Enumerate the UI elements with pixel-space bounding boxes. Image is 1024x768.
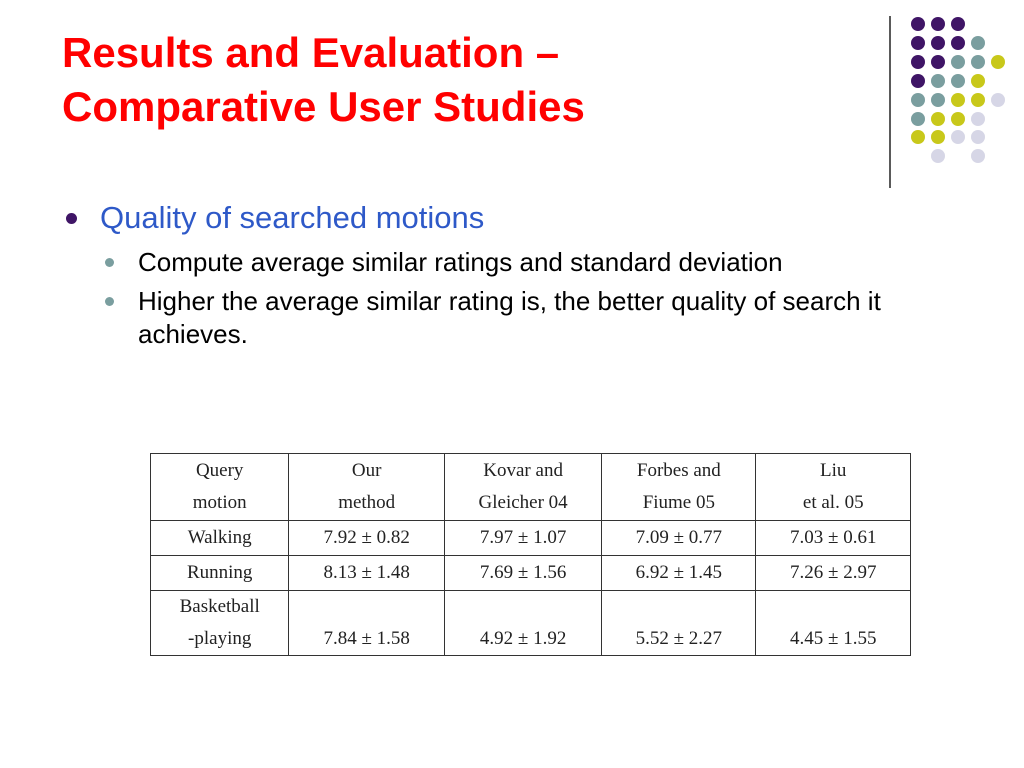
- decorative-dot: [951, 36, 965, 50]
- header-line: Gleicher 04: [478, 492, 568, 513]
- header-line: Forbes and: [636, 460, 721, 481]
- header-line: Liu: [820, 460, 847, 481]
- decorative-dot: [911, 93, 925, 107]
- decorative-dot: [931, 74, 945, 88]
- header-forbes-fiume: Forbes and Fiume 05: [601, 453, 757, 521]
- header-query-motion: Query motion: [149, 453, 290, 521]
- decorative-dot: [931, 17, 945, 31]
- table-row: Walking 7.92 ± 0.82 7.97 ± 1.07 7.09 ± 0…: [149, 520, 911, 556]
- decorative-dot: [931, 112, 945, 126]
- slide-title-line-2: Comparative User Studies: [62, 83, 585, 130]
- decorative-dot: [971, 55, 985, 69]
- sub-bullet: Higher the average similar rating is, th…: [100, 285, 962, 351]
- decorative-dot: [931, 149, 945, 163]
- decorative-dot: [911, 17, 925, 31]
- decorative-dot: [951, 130, 965, 144]
- bullet-list: Quality of searched motions Compute aver…: [62, 196, 962, 351]
- header-line: Fiume 05: [642, 492, 715, 513]
- header-liu: Liu et al. 05: [755, 453, 911, 521]
- decorative-dot: [971, 149, 985, 163]
- table-cell: 6.92 ± 1.45: [601, 555, 757, 591]
- header-line: motion: [192, 492, 247, 513]
- table-row: Running 8.13 ± 1.48 7.69 ± 1.56 6.92 ± 1…: [149, 555, 911, 591]
- table-cell: 7.97 ± 1.07: [443, 520, 603, 556]
- decorative-dot: [911, 112, 925, 126]
- table-cell: 4.45 ± 1.55: [755, 590, 911, 656]
- decorative-dot-grid: [0, 0, 1024, 200]
- decorative-divider: [889, 16, 891, 188]
- bullet-main: Quality of searched motions: [62, 196, 962, 240]
- decorative-dot: [991, 93, 1005, 107]
- table-header-row: Query motion Our method Kovar and Gleich…: [149, 453, 911, 521]
- decorative-dot: [931, 36, 945, 50]
- header-kovar-gleicher: Kovar and Gleicher 04: [443, 453, 603, 521]
- sub-bullet-text: Higher the average similar rating is, th…: [138, 286, 881, 349]
- header-line: Query: [195, 460, 244, 481]
- row-label: Basketball -playing: [149, 590, 290, 656]
- header-line: Kovar and: [483, 460, 563, 481]
- table-cell: 5.52 ± 2.27: [601, 590, 757, 656]
- slide-title-line-1: Results and Evaluation –: [62, 29, 560, 76]
- table-cell: 7.09 ± 0.77: [601, 520, 757, 556]
- decorative-dot: [971, 36, 985, 50]
- header-our-method: Our method: [288, 453, 445, 521]
- table-row: Basketball -playing 7.84 ± 1.58 4.92 ± 1…: [149, 590, 911, 656]
- decorative-dot: [911, 130, 925, 144]
- row-label: Walking: [149, 520, 290, 556]
- table-cell: 7.84 ± 1.58: [288, 590, 445, 656]
- table-cell: 8.13 ± 1.48: [288, 555, 445, 591]
- decorative-dot: [951, 112, 965, 126]
- table-cell: 7.92 ± 0.82: [288, 520, 445, 556]
- bullet-dot-icon: [105, 258, 114, 267]
- decorative-dot: [931, 130, 945, 144]
- row-label-line: -playing: [188, 628, 252, 649]
- sub-bullet: Compute average similar ratings and stan…: [100, 246, 962, 279]
- decorative-dot: [931, 93, 945, 107]
- decorative-dot: [971, 130, 985, 144]
- decorative-dot: [911, 36, 925, 50]
- decorative-dot: [971, 93, 985, 107]
- results-table: Query motion Our method Kovar and Gleich…: [149, 453, 911, 656]
- decorative-dot: [991, 55, 1005, 69]
- sub-bullet-text: Compute average similar ratings and stan…: [138, 247, 783, 277]
- bullet-dot-icon: [66, 213, 77, 224]
- table-cell: 4.92 ± 1.92: [443, 590, 603, 656]
- row-label: Running: [149, 555, 290, 591]
- bullet-main-text: Quality of searched motions: [100, 200, 485, 235]
- decorative-dot: [931, 55, 945, 69]
- table-cell: 7.26 ± 2.97: [755, 555, 911, 591]
- header-line: et al. 05: [802, 492, 864, 513]
- table-cell: 7.69 ± 1.56: [443, 555, 603, 591]
- row-label-line: Basketball: [179, 596, 260, 617]
- decorative-dot: [971, 74, 985, 88]
- decorative-dot: [911, 74, 925, 88]
- decorative-dot: [911, 55, 925, 69]
- table-cell: 7.03 ± 0.61: [755, 520, 911, 556]
- decorative-dot: [951, 74, 965, 88]
- decorative-dot: [951, 17, 965, 31]
- bullet-dot-icon: [105, 297, 114, 306]
- decorative-dot: [951, 93, 965, 107]
- header-line: method: [338, 492, 396, 513]
- decorative-dot: [971, 112, 985, 126]
- slide-title: Results and Evaluation – Comparative Use…: [62, 26, 585, 134]
- header-line: Our: [351, 460, 382, 481]
- decorative-dot: [951, 55, 965, 69]
